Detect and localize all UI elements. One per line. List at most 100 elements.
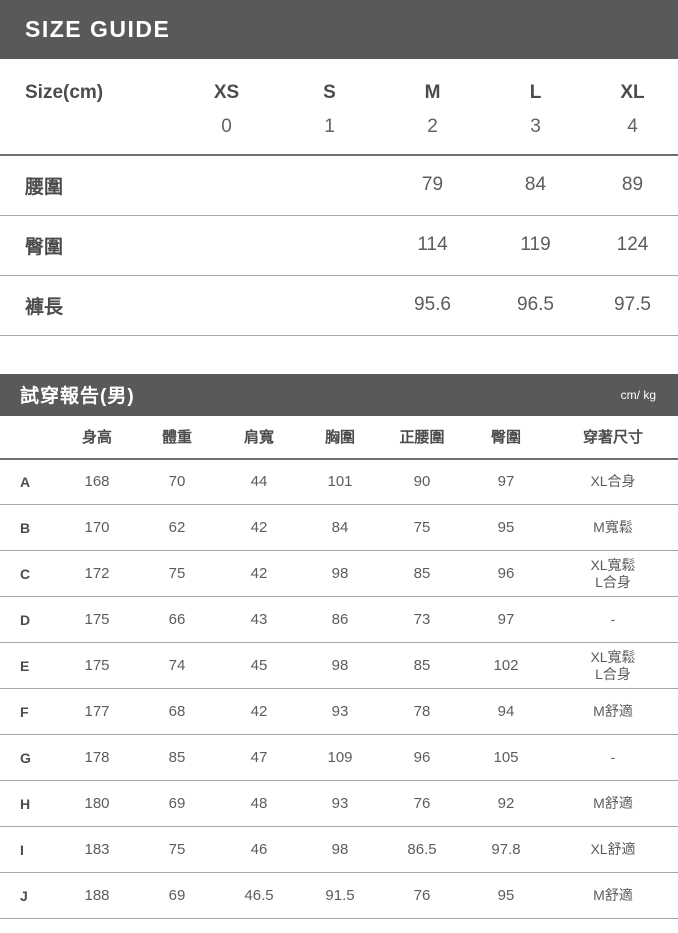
fit-value: 76 [413, 795, 431, 812]
fit-value: 96 [413, 749, 431, 766]
fit-value: 95 [497, 519, 515, 536]
fit-size-result: M舒適 [548, 689, 678, 735]
fit-value: 75 [168, 565, 186, 582]
fit-size-result: XL寬鬆 L合身 [548, 643, 678, 689]
fit-size-result: M舒適 [548, 781, 678, 827]
fit-value: 74 [168, 657, 186, 674]
fit-value: 175 [84, 611, 110, 628]
fit-column-header: 正腰圍 [399, 429, 445, 446]
measurement-value: 96.5 [517, 294, 554, 315]
fit-size-result: - [548, 597, 678, 643]
fit-row: C 172 75 42 98 85 96 XL寬鬆 L合身 [0, 551, 678, 597]
measurement-row: 褲長 95.6 96.5 97.5 [0, 275, 678, 335]
measurement-value [175, 215, 278, 275]
fit-column-header: 臀圍 [490, 429, 521, 446]
fit-value: 168 [84, 473, 110, 491]
fit-size-result: XL寬鬆 L合身 [548, 551, 678, 597]
size-name-label: XS [213, 82, 240, 103]
measurement-label: 腰圍 [25, 176, 64, 198]
size-column-header: XL 4 [587, 59, 678, 155]
fit-value: 92 [497, 795, 515, 812]
fit-value: 69 [168, 887, 186, 904]
fit-column-header: 體重 [161, 429, 192, 446]
size-table-label: Size(cm) [25, 82, 104, 103]
fit-value: 98 [331, 841, 349, 858]
fit-column-header: 身高 [81, 429, 112, 446]
size-name-label: M [424, 82, 441, 103]
fit-value: 85 [413, 657, 431, 674]
fit-value: 76 [413, 887, 431, 904]
fit-size-line: XL合身 [590, 473, 636, 490]
measurement-value: 84 [524, 174, 547, 196]
fit-value: 85 [168, 749, 186, 766]
measurement-value [175, 275, 278, 335]
fit-row: A 168 70 44 101 90 97 XL合身 [0, 459, 678, 505]
size-table: Size(cm) XS 0 S 1 M 2 L 3 XL 4 腰圍 79 84 89 臀圍 114 119 12… [0, 59, 678, 336]
fit-row-id: B [20, 519, 31, 536]
fit-report-title: 試穿報告(男) [20, 386, 135, 407]
fit-value: 73 [413, 611, 431, 628]
fit-size-line: - [610, 749, 616, 765]
fit-row: H 180 69 48 93 76 92 M舒適 [0, 781, 678, 827]
fit-value: 109 [327, 749, 353, 766]
measurement-value [278, 275, 381, 335]
fit-size-line: M寬鬆 [593, 519, 633, 535]
size-code-label: 0 [221, 116, 232, 137]
fit-value: 97 [497, 473, 515, 491]
fit-value: 42 [250, 703, 268, 720]
measurement-row: 臀圍 114 119 124 [0, 215, 678, 275]
fit-value: 46.5 [244, 887, 274, 904]
fit-row-id: G [20, 749, 31, 766]
measurement-value: 119 [520, 234, 551, 255]
size-guide-header-bar: SIZE GUIDE [0, 0, 678, 59]
fit-size-line: M舒適 [593, 703, 633, 719]
fit-value: 180 [84, 795, 110, 812]
fit-value: 95 [497, 887, 515, 904]
fit-size-line: M舒適 [593, 887, 633, 903]
fit-value: 69 [168, 795, 186, 812]
fit-value: 183 [84, 841, 110, 858]
fit-row: J 188 69 46.5 91.5 76 95 M舒適 [0, 873, 678, 919]
size-name-label: XL [620, 82, 645, 103]
fit-value: 47 [250, 749, 268, 766]
fit-value: 177 [84, 703, 110, 720]
fit-size-line: XL寬鬆 [590, 648, 636, 665]
size-guide-title: SIZE GUIDE [25, 16, 171, 42]
fit-row: F 177 68 42 93 78 94 M舒適 [0, 689, 678, 735]
fit-column-header: 胸圍 [324, 429, 355, 446]
measurement-value [175, 155, 278, 215]
measurement-value: 124 [616, 234, 649, 255]
fit-size-line: XL舒適 [590, 841, 636, 857]
fit-value: 44 [250, 473, 268, 491]
fit-value: 93 [331, 795, 349, 812]
fit-value: 172 [84, 565, 110, 582]
fit-value: 75 [413, 519, 431, 536]
fit-value: 98 [331, 565, 349, 582]
fit-value: 170 [84, 519, 110, 536]
size-table-header-row: Size(cm) XS 0 S 1 M 2 L 3 XL 4 [0, 59, 678, 155]
size-name-label: L [529, 82, 542, 103]
size-name-label: S [323, 82, 336, 103]
fit-report-header-bar: 試穿報告(男) cm/ kg [0, 373, 678, 416]
fit-size-line: L合身 [595, 665, 631, 682]
fit-size-result: XL舒適 [548, 827, 678, 873]
fit-table-corner-cell [0, 416, 58, 459]
fit-value: 46 [250, 841, 268, 858]
fit-column-header: 穿著尺寸 [582, 429, 643, 446]
fit-value: 94 [497, 703, 515, 720]
fit-size-line: L合身 [595, 573, 631, 590]
fit-row-id: J [20, 887, 28, 904]
fit-value: 105 [493, 749, 519, 766]
size-code-label: 1 [324, 116, 335, 137]
fit-value: 66 [168, 611, 186, 628]
fit-value: 86.5 [407, 841, 437, 858]
measurement-value: 79 [421, 174, 444, 196]
fit-row-id: D [20, 611, 31, 628]
fit-value: 42 [250, 565, 268, 582]
fit-value: 91.5 [325, 887, 355, 904]
fit-row-id: E [20, 657, 30, 674]
fit-row-id: I [20, 841, 24, 858]
